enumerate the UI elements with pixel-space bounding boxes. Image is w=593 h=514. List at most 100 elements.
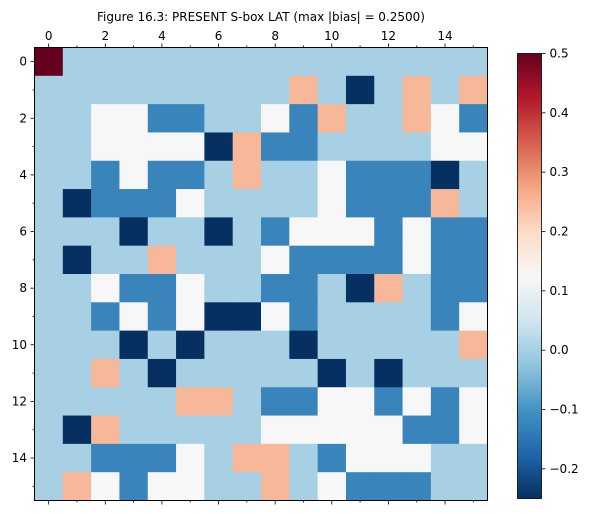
heatmap-cell <box>232 160 262 190</box>
heatmap-cell <box>62 302 92 332</box>
heatmap-cell <box>204 217 234 247</box>
heatmap-cell <box>147 387 177 416</box>
heatmap-cell <box>430 104 460 133</box>
heatmap-cell <box>232 358 262 388</box>
heatmap-cell <box>176 75 205 105</box>
heatmap-cell <box>289 189 319 218</box>
heatmap-cell <box>289 302 319 332</box>
heatmap-cell <box>261 330 290 360</box>
colorbar-gradient <box>517 53 542 499</box>
heatmap-cell <box>345 387 375 416</box>
heatmap-cell <box>374 274 403 303</box>
heatmap-cell <box>289 330 319 360</box>
heatmap-cell <box>34 472 64 501</box>
heatmap-cell <box>34 47 64 77</box>
heatmap-cell <box>119 104 149 133</box>
heatmap-cell <box>402 358 432 388</box>
heatmap-cell <box>261 415 290 445</box>
heatmap-cell <box>204 189 234 218</box>
heatmap-cell <box>402 245 432 275</box>
colorbar-tick-label: 0.1 <box>550 284 569 298</box>
y-tick-label: 4 <box>19 168 27 182</box>
heatmap-cell <box>204 104 234 133</box>
heatmap-cell <box>204 274 234 303</box>
heatmap-cell <box>91 330 120 360</box>
heatmap-cell <box>317 75 347 105</box>
heatmap-cell <box>374 47 403 77</box>
heatmap-cell <box>261 443 290 473</box>
heatmap-cell <box>402 274 432 303</box>
heatmap-cell <box>91 274 120 303</box>
colorbar-tick-label: 0.5 <box>550 47 569 61</box>
heatmap-cell <box>459 47 488 77</box>
heatmap-cell <box>62 387 92 416</box>
heatmap-cell <box>402 302 432 332</box>
heatmap-cell <box>34 160 64 190</box>
heatmap-cell <box>232 387 262 416</box>
y-tick-label: 0 <box>19 55 27 69</box>
heatmap-cell <box>147 104 177 133</box>
heatmap-cell <box>374 472 403 501</box>
heatmap-cell <box>62 47 92 77</box>
heatmap-cell <box>459 415 488 445</box>
heatmap-cell <box>204 245 234 275</box>
heatmap-cell <box>317 472 347 501</box>
heatmap-cell <box>119 358 149 388</box>
heatmap-cell <box>289 443 319 473</box>
heatmap-cell <box>345 245 375 275</box>
heatmap-cell <box>317 189 347 218</box>
heatmap-cell <box>345 160 375 190</box>
heatmap-cell <box>430 358 460 388</box>
heatmap-cell <box>62 104 92 133</box>
heatmap-cell <box>289 387 319 416</box>
heatmap-cell <box>34 189 64 218</box>
heatmap-cell <box>176 358 205 388</box>
heatmap-cell <box>345 132 375 162</box>
y-tick-label: 8 <box>19 281 27 295</box>
heatmap-cell <box>147 274 177 303</box>
heatmap-cell <box>459 302 488 332</box>
heatmap-cell <box>289 47 319 77</box>
colorbar-tick-label: −0.1 <box>550 403 579 417</box>
heatmap-cell <box>232 472 262 501</box>
heatmap-cell <box>232 217 262 247</box>
heatmap-cell <box>345 443 375 473</box>
y-tick-label: 6 <box>19 225 27 239</box>
heatmap-cell <box>119 47 149 77</box>
heatmap-cell <box>34 217 64 247</box>
heatmap-cell <box>204 358 234 388</box>
heatmap-cell <box>91 132 120 162</box>
heatmap-cell <box>261 132 290 162</box>
heatmap-cell <box>374 330 403 360</box>
heatmap-cell <box>119 387 149 416</box>
heatmap-cell <box>62 189 92 218</box>
heatmap-cell <box>402 132 432 162</box>
heatmap-cell <box>289 274 319 303</box>
heatmap-cell <box>430 274 460 303</box>
heatmap-cell <box>91 415 120 445</box>
heatmap-cell <box>147 415 177 445</box>
heatmap-cell <box>289 75 319 105</box>
heatmap-cell <box>62 415 92 445</box>
heatmap-cell <box>317 104 347 133</box>
heatmap-cell <box>204 443 234 473</box>
heatmap-cell <box>147 217 177 247</box>
heatmap-cell <box>430 302 460 332</box>
heatmap-cell <box>147 245 177 275</box>
heatmap-cell <box>147 75 177 105</box>
heatmap-frame <box>34 47 488 501</box>
heatmap-cell <box>317 443 347 473</box>
heatmap-cell <box>176 472 205 501</box>
heatmap-cell <box>261 189 290 218</box>
heatmap-cell <box>232 415 262 445</box>
colorbar-tick-label: −0.2 <box>550 462 579 476</box>
heatmap-cell <box>317 387 347 416</box>
heatmap-cell <box>374 132 403 162</box>
y-tick-label: 12 <box>12 394 27 408</box>
heatmap-cell <box>459 245 488 275</box>
heatmap-cell <box>119 415 149 445</box>
heatmap-cell <box>62 443 92 473</box>
heatmap-cell <box>176 132 205 162</box>
heatmap-cell <box>317 245 347 275</box>
heatmap-cell <box>34 245 64 275</box>
